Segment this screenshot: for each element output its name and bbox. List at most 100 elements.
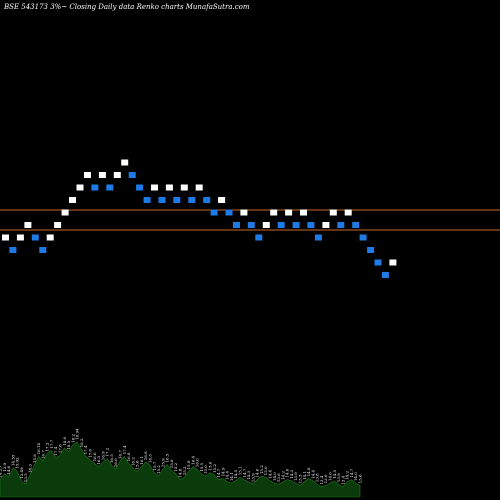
volume-label: 16.7 (40, 450, 45, 459)
volume-label: 13.9 (336, 473, 341, 482)
renko-brick-up (165, 184, 173, 191)
volume-label: 17.6 (58, 444, 63, 453)
volume-label: 13.9 (2, 462, 7, 471)
volume-label: 16.5 (109, 454, 114, 463)
volume-label: 15.8 (32, 454, 37, 463)
volume-label: 15.0 (263, 466, 268, 475)
renko-brick-up (98, 172, 106, 178)
renko-bricks (2, 159, 397, 278)
volume-label: 16.14 (36, 442, 41, 454)
volume-label: 14.7 (242, 468, 247, 477)
volume-label: 16.5 (165, 453, 170, 462)
renko-brick-up (16, 234, 24, 241)
volume-label: 18.94 (75, 428, 80, 440)
renko-brick-down (173, 197, 181, 203)
volume-label: 15.2 (212, 464, 217, 473)
renko-brick-up (195, 184, 203, 191)
volume-label: 13.5 (298, 474, 303, 483)
renko-brick-down (158, 197, 166, 203)
volume-label: 15.6 (208, 461, 213, 470)
volume-label: 16.8 (143, 451, 148, 460)
volume-label: 14.0 (272, 472, 277, 481)
volume-label: 14.0 (328, 472, 333, 481)
renko-brick-down (255, 234, 263, 241)
volume-label: 15.2 (173, 462, 178, 471)
volume-label: 17.4 (122, 445, 127, 454)
volume-label: 16.2 (130, 457, 135, 466)
volume-label: 14.0 (353, 472, 358, 481)
volume-label: 15.7 (152, 461, 157, 470)
renko-brick-up (180, 184, 188, 191)
volume-label: 16.3 (148, 454, 153, 463)
renko-brick-up (389, 259, 397, 266)
renko-brick-down (233, 222, 240, 228)
renko-brick-down (307, 222, 315, 228)
volume-label: 14.1 (229, 472, 234, 481)
volume-label: 13.6 (323, 474, 328, 483)
volume-label: 17.2 (45, 442, 50, 451)
volume-label: 18.0 (62, 436, 67, 445)
volume-label: 14.6 (6, 465, 11, 474)
renko-brick-up (76, 184, 84, 191)
renko-brick-up (151, 184, 158, 191)
volume-label: 13.8 (315, 473, 320, 482)
renko-brick-up (46, 234, 54, 241)
renko-brick-up (240, 209, 248, 216)
volume-area (0, 441, 361, 498)
renko-brick-down (367, 247, 375, 253)
renko-brick-down (381, 272, 389, 278)
renko-brick-down (39, 247, 47, 253)
renko-brick-up (329, 209, 337, 216)
renko-brick-down (314, 234, 322, 241)
volume-label: 16.6 (92, 452, 97, 461)
renko-brick-down (91, 184, 99, 191)
renko-brick-down (247, 222, 255, 228)
volume-label: 14.3 (246, 471, 251, 480)
renko-brick-down (277, 222, 285, 228)
renko-brick-down (106, 184, 114, 191)
volume-label: 15.2 (259, 465, 264, 474)
volume-label: 14.4 (310, 469, 315, 478)
chart-title: BSE 543173 3%~ Closing Daily data Renko … (3, 3, 250, 11)
renko-brick-down (31, 234, 39, 241)
volume-label: 14.2 (280, 471, 285, 480)
volume-label: 16.0 (113, 458, 118, 467)
renko-brick-up (121, 159, 129, 166)
volume-label: 13.49 (19, 467, 24, 479)
renko-brick-down (9, 247, 17, 253)
renko-brick-up (262, 222, 270, 228)
renko-brick-down (203, 197, 211, 203)
volume-label: 13.5 (23, 473, 28, 482)
volume-label: 14.1 (302, 471, 307, 480)
renko-brick-up (322, 222, 330, 228)
volume-label: 13.9 (250, 473, 255, 482)
volume-label: 18.2 (79, 438, 84, 447)
renko-brick-down (136, 184, 144, 191)
renko-brick-down (359, 234, 367, 241)
volume-label: 17.4 (83, 445, 88, 454)
renko-brick-down (352, 222, 360, 228)
volume-label: 17.4 (53, 446, 58, 455)
volume-label: 15.2 (182, 466, 187, 475)
volume-label: 18.5 (66, 440, 71, 449)
volume-label: 16.1 (139, 456, 144, 465)
volume-label: 16.8 (126, 452, 131, 461)
volume-label: 13.6 (358, 474, 363, 483)
volume-label: 14.3 (289, 469, 294, 478)
volume-label: 14.9 (220, 467, 225, 476)
volume-label: 17.0 (88, 449, 93, 458)
volume-label: 15.0 (203, 465, 208, 474)
reference-lines (0, 209, 500, 231)
volume-series (0, 441, 361, 498)
volume-label: 15.8 (169, 459, 174, 468)
volume-label: 14.8 (306, 467, 311, 476)
volume-label: 14.6 (285, 468, 290, 477)
renko-brick-up (69, 197, 76, 203)
volume-label: 15.6 (135, 460, 140, 469)
renko-brick-up (113, 172, 121, 178)
renko-brick-down (374, 259, 382, 266)
volume-label: 14.2 (345, 471, 350, 480)
